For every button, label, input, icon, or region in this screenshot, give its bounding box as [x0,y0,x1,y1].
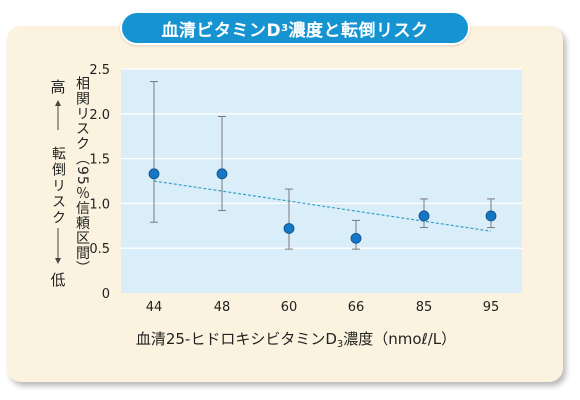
x-tick-labels: 44 48 60 66 85 95 [146,300,500,315]
arrow-up-icon [55,100,61,106]
fall-risk-label: 転倒リスク [50,146,66,226]
x-tick-label: 95 [483,300,500,315]
risk-low-label: 低 [50,271,65,289]
y-tick-label: 1.5 [89,153,110,168]
plot-area [121,69,522,293]
y-axis-title: 相関リスク（95％信頼区間） [74,76,90,276]
data-points [148,168,497,244]
risk-high-label: 高 [50,78,65,96]
side-axis: 高 転倒リスク 低 [50,78,66,289]
data-point [350,232,362,244]
data-point [283,223,295,234]
arrow-down-icon [55,258,61,264]
y-tick-label: 1.0 [89,197,110,212]
data-point [485,210,497,222]
x-tick-label: 66 [348,300,365,315]
trend-line [153,180,492,232]
x-tick-label: 44 [146,300,163,315]
y-tick-labels: 0 0.5 1.0 1.5 2.0 2.5 [89,63,110,302]
x-tick-label: 48 [214,300,231,315]
y-tick-label: 2.5 [89,63,110,78]
x-tick-label: 85 [416,300,433,315]
data-point [148,168,160,180]
data-point [418,210,430,222]
y-tick-label: 0 [102,287,110,302]
y-tick-label: 2.0 [89,108,110,123]
chart-title: 血清ビタミンD 3 濃度と転倒リスク [120,11,470,45]
x-axis-title: 血清25-ヒドロキシビタミンD3濃度（nmoℓ/L） [136,330,456,350]
x-tick-label: 60 [281,300,298,315]
gridlines [121,68,522,249]
y-tick-label: 0.5 [89,242,110,257]
data-point [216,168,228,180]
